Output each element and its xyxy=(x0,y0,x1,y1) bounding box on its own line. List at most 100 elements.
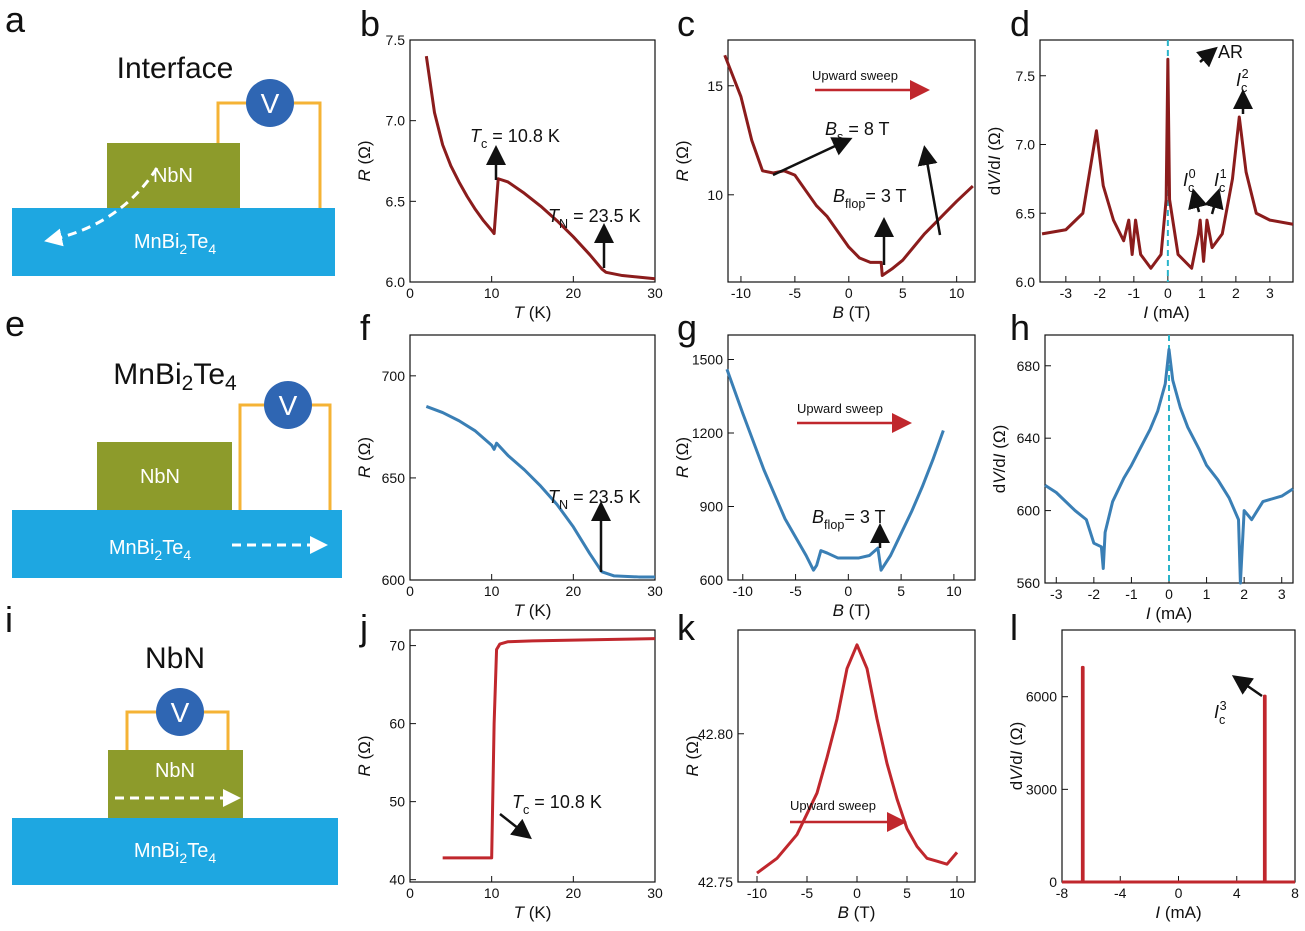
plot-frame xyxy=(737,629,976,883)
text-part: flop xyxy=(845,197,865,211)
y-tick-label: 3000 xyxy=(1026,781,1057,797)
plot-frame xyxy=(409,629,656,883)
text-part: AR xyxy=(1218,42,1243,62)
block-label: NbN xyxy=(153,165,193,187)
panel-letter: f xyxy=(360,307,371,348)
y-axis-label: R (Ω) xyxy=(355,437,374,478)
y-axis-label: R (Ω) xyxy=(355,140,374,181)
voltmeter-label: V xyxy=(171,697,190,728)
data-line xyxy=(756,643,959,875)
arrow xyxy=(499,813,532,840)
text-part: (T) xyxy=(844,303,870,322)
text-part: MnBi xyxy=(113,358,181,391)
x-tick-label: -10 xyxy=(731,285,751,301)
substrate xyxy=(12,818,338,885)
text-part: R xyxy=(673,466,692,478)
text-part: (K) xyxy=(524,601,551,620)
text-part: I xyxy=(1155,903,1160,922)
text-part: T xyxy=(514,303,526,322)
panel-letter: h xyxy=(1010,307,1030,348)
text-part: I xyxy=(1143,303,1148,322)
text-part: T xyxy=(548,206,561,226)
x-tick-label: 0 xyxy=(853,885,861,901)
x-tick-label: 0 xyxy=(406,285,414,301)
text-part: Upward sweep xyxy=(812,68,898,83)
x-tick-label: 2 xyxy=(1240,586,1248,602)
block-label: NbN xyxy=(140,466,180,488)
text-part: B xyxy=(812,507,824,527)
data-line xyxy=(442,637,656,860)
y-tick-label: 70 xyxy=(389,638,405,654)
x-axis-label: B (T) xyxy=(838,903,876,922)
plot-frame xyxy=(1061,629,1296,883)
diagram-title: Interface xyxy=(117,52,234,85)
text-part: MnBi xyxy=(134,840,180,862)
x-tick-label: 1 xyxy=(1198,285,1206,301)
y-axis-label: R (Ω) xyxy=(355,735,374,776)
annotation: TN = 23.5 K xyxy=(548,206,641,231)
text-part: 3 xyxy=(1220,699,1227,713)
y-tick-label: 900 xyxy=(700,499,724,515)
text-part: (mA) xyxy=(1160,903,1202,922)
arrow xyxy=(917,145,942,236)
text-part: B xyxy=(833,186,845,206)
text-part: (mA) xyxy=(1151,604,1193,623)
text-part: NbN xyxy=(145,642,205,675)
data-line xyxy=(424,55,656,281)
text-part: s xyxy=(837,130,843,144)
text-part: R xyxy=(355,466,374,478)
text-part: Te xyxy=(187,231,208,253)
current-path xyxy=(44,167,159,247)
text-part: (Ω) xyxy=(673,437,692,466)
arrow xyxy=(1204,188,1224,215)
y-tick-label: 680 xyxy=(1017,358,1041,374)
text-part: MnBi xyxy=(134,231,180,253)
y-tick-label: 7.5 xyxy=(386,32,406,48)
y-tick-label: 600 xyxy=(382,572,406,588)
text-part: Te xyxy=(193,358,225,391)
text-part: I xyxy=(1146,604,1151,623)
y-tick-label: 6.0 xyxy=(386,274,406,290)
annotation: Bflop= 3 T xyxy=(833,186,907,211)
voltmeter xyxy=(264,381,312,429)
x-tick-label: 0 xyxy=(1164,285,1172,301)
panel-letter: d xyxy=(1010,3,1030,44)
x-tick-label: -10 xyxy=(747,885,767,901)
x-tick-label: 30 xyxy=(647,885,663,901)
x-tick-label: 3 xyxy=(1266,285,1274,301)
y-tick-label: 700 xyxy=(382,368,406,384)
annotation: Upward sweep xyxy=(812,68,898,83)
text-part: (Ω) xyxy=(1007,722,1026,751)
block-label: MnBi2Te4 xyxy=(134,840,217,866)
text-part: 4 xyxy=(183,547,191,563)
y-axis-label: R (Ω) xyxy=(673,140,692,181)
text-part: R xyxy=(673,169,692,181)
x-tick-label: -1 xyxy=(1128,285,1141,301)
text-part: Interface xyxy=(117,52,234,85)
x-axis-label: B (T) xyxy=(833,303,871,322)
y-tick-label: 15 xyxy=(707,78,723,94)
x-tick-label: 1 xyxy=(1203,586,1211,602)
text-part: I xyxy=(985,155,1004,160)
text-part: (Ω) xyxy=(673,140,692,169)
x-tick-label: 4 xyxy=(1233,885,1241,901)
text-part: d xyxy=(985,186,1004,195)
panel-letter: e xyxy=(5,303,25,344)
text-part: (Ω) xyxy=(355,140,374,169)
text-part: T xyxy=(514,601,526,620)
text-part: c xyxy=(523,803,529,817)
block-label: MnBi2Te4 xyxy=(109,537,192,563)
text-part: B xyxy=(833,303,844,322)
text-part: 4 xyxy=(208,241,216,257)
x-axis-label: I (mA) xyxy=(1143,303,1189,322)
y-axis-label: dV/dI (Ω) xyxy=(990,425,1009,494)
y-tick-label: 7.5 xyxy=(1016,68,1036,84)
text-part: R xyxy=(355,169,374,181)
panel-letter: l xyxy=(1010,607,1018,648)
x-axis-label: I (mA) xyxy=(1146,604,1192,623)
text-part: B xyxy=(825,119,837,139)
block-label: NbN xyxy=(155,760,195,782)
x-tick-label: 30 xyxy=(647,285,663,301)
x-tick-label: 10 xyxy=(949,885,965,901)
data-line xyxy=(723,54,974,277)
